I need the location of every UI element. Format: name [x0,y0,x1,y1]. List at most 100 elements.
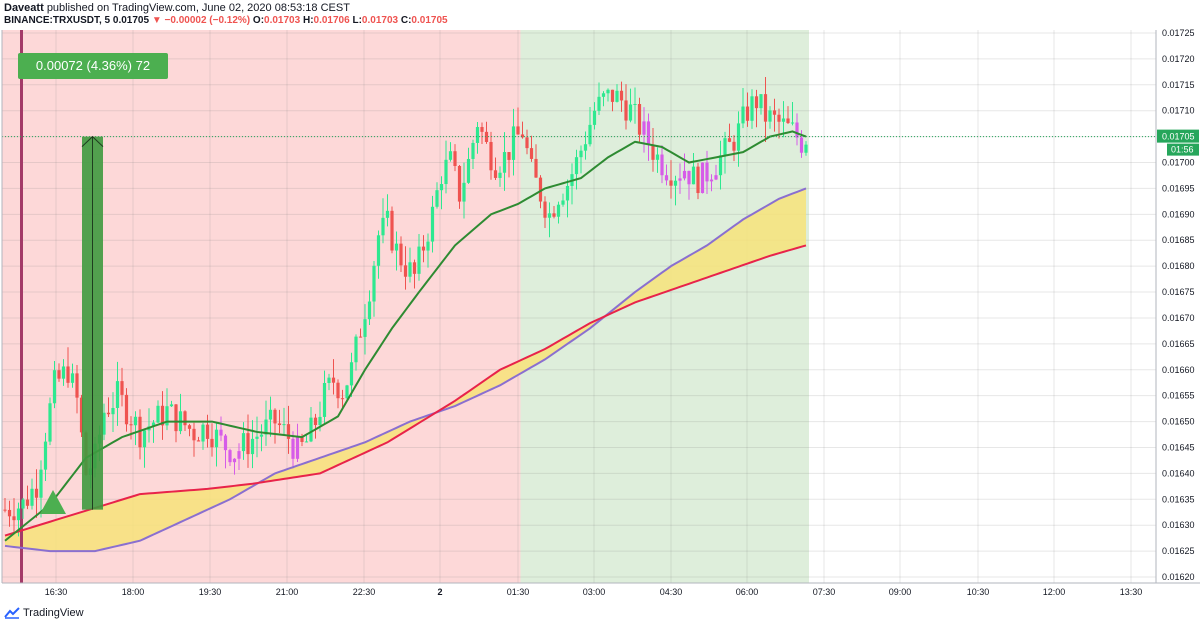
candle-body [246,433,250,455]
candle-body [799,137,804,153]
candle-body [696,166,700,194]
y-tick-label: 0.01700 [1162,158,1195,168]
candle-body [349,362,354,386]
candle-body [489,141,493,171]
buy-signal-triangle-icon [40,490,66,514]
y-tick-label: 0.01635 [1162,494,1195,504]
candle-body [309,417,313,442]
candle-body [682,170,687,179]
candle-body [790,122,795,124]
candle-body [174,404,178,432]
candle-body [79,397,84,433]
candle-body [795,122,799,138]
author-name[interactable]: Daveatt [4,2,44,14]
brand-label: TradingView [23,607,84,619]
candle-body [777,114,781,122]
candle-body [273,409,277,424]
y-tick-label: 0.01695 [1162,183,1195,193]
candle-body [390,210,394,251]
candle-body [255,436,259,439]
candle-body [507,152,511,160]
candle-body [385,210,390,218]
open-label: O: [252,15,265,26]
candle-body [70,373,75,383]
candle-body [669,180,673,186]
x-tick-label: 21:00 [276,587,299,597]
candle-body [102,412,106,435]
y-tick-label: 0.01660 [1162,365,1195,375]
candle-body [453,151,457,166]
candle-body [376,235,381,266]
entry-vertical-line [20,30,23,583]
candle-body [759,94,763,109]
candle-body [732,141,736,151]
candle-body [142,430,147,448]
candle-body [205,424,210,439]
y-tick-label: 0.01645 [1162,442,1195,452]
x-tick-label: 19:30 [199,587,222,597]
candle-body [160,405,165,426]
candle-body [21,499,25,509]
y-tick-label: 0.01710 [1162,106,1195,116]
candle-body [480,127,484,132]
candle-body [57,370,61,379]
candle-body [129,424,133,426]
high-label: H: [302,15,314,26]
candle-body [579,150,583,158]
candle-body [259,434,264,437]
candle-body [111,407,115,415]
candle-body [250,438,255,455]
candle-body [498,172,502,178]
candle-body [223,435,228,451]
countdown-label: 01:56 [1171,145,1194,155]
publish-header: Daveatt published on TradingView.com, Ju… [4,2,350,14]
y-tick-label: 0.01685 [1162,235,1195,245]
candle-body [516,126,520,135]
candle-body [745,106,750,121]
candle-body [435,190,439,207]
candle-body [201,424,205,442]
y-tick-label: 0.01720 [1162,54,1195,64]
symbol-name: BINANCE:TRXUSDT, 5 [4,15,111,26]
low-value: 0.01703 [361,15,399,26]
y-tick-label: 0.01625 [1162,546,1195,556]
candle-body [120,381,124,395]
candle-body [12,516,16,521]
candle-body [331,377,336,383]
candle-body [534,158,538,178]
candle-body [412,262,417,274]
candle-body [133,416,138,426]
candle-body [525,137,529,149]
footer-brand[interactable]: TradingView [4,607,84,619]
candle-body [768,110,772,122]
candle-body [619,90,624,101]
candle-body [651,144,655,160]
x-tick-label: 04:30 [660,587,683,597]
candle-body [736,123,741,151]
candle-body [16,508,21,521]
candle-body [475,127,480,143]
last-price-tag [1157,129,1199,143]
candle-body [471,142,475,159]
candle-body [439,184,444,191]
candle-body [763,94,768,122]
ema-slow-line [4,187,807,553]
candle-body [642,121,646,135]
y-tick-label: 0.01675 [1162,287,1195,297]
candle-body [588,124,592,145]
candle-body [718,155,723,176]
candle-body [714,175,718,180]
candle-body [232,458,237,463]
countdown-tag [1167,143,1199,156]
candle-body [367,301,372,320]
candle-body [358,336,363,338]
candle-body [561,200,565,205]
candle-body [552,213,556,217]
candle-body [705,162,709,182]
y-tick-label: 0.01715 [1162,80,1195,90]
candle-body [295,437,300,459]
measure-label-box [18,53,168,79]
candle-body [754,96,759,109]
candle-body [709,179,714,182]
